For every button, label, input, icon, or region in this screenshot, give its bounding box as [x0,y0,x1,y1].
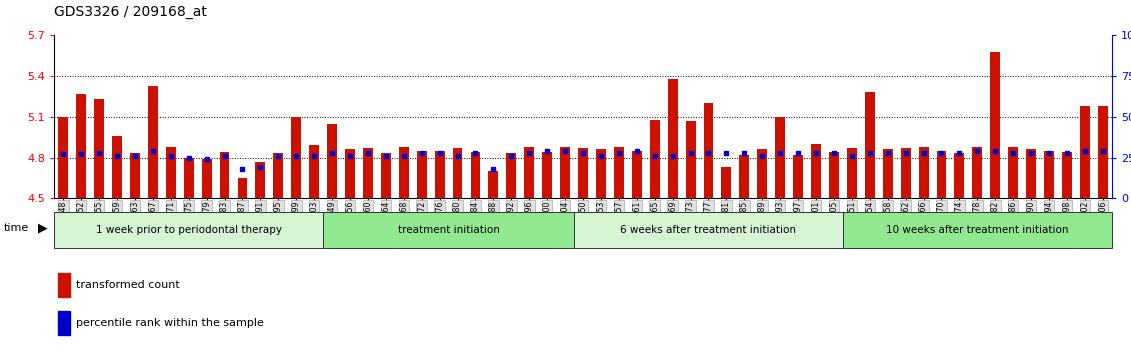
Bar [309,145,319,198]
Bar [292,117,301,198]
Bar [112,136,122,198]
Bar [274,154,283,198]
Bar [76,94,86,198]
Bar [1044,151,1054,198]
Bar [201,159,211,198]
Text: GDS3326 / 209168_at: GDS3326 / 209168_at [54,5,207,19]
Bar [59,117,68,198]
Bar [54,212,323,248]
Bar [1026,149,1036,198]
Bar [811,144,821,198]
Bar [94,99,104,198]
Text: 1 week prior to periodontal therapy: 1 week prior to periodontal therapy [96,225,282,235]
Bar [575,212,843,248]
Bar [973,147,983,198]
Bar [148,86,158,198]
Bar [345,149,355,198]
Bar [470,152,481,198]
Bar [991,52,1000,198]
Bar [323,212,575,248]
Bar [722,167,732,198]
Bar [578,148,588,198]
Bar [667,79,677,198]
Bar [166,147,175,198]
Bar [327,124,337,198]
Bar [918,147,929,198]
Bar [381,154,391,198]
Bar [883,149,892,198]
Bar [58,311,70,335]
Bar [758,149,767,198]
Text: transformed count: transformed count [76,280,180,290]
Bar [596,149,606,198]
Bar [703,103,714,198]
Bar [793,155,803,198]
Bar [614,147,624,198]
Bar [775,117,785,198]
Bar [507,154,516,198]
Bar [829,152,839,198]
Text: 10 weeks after treatment initiation: 10 weeks after treatment initiation [886,225,1069,235]
Text: 6 weeks after treatment initiation: 6 weeks after treatment initiation [621,225,796,235]
Bar [843,212,1112,248]
Bar [417,151,426,198]
Bar [183,158,193,198]
Bar [363,148,373,198]
Bar [650,120,659,198]
Bar [1062,152,1072,198]
Bar [1008,147,1018,198]
Bar [219,152,230,198]
Bar [900,148,910,198]
Bar [560,147,570,198]
Text: percentile rank within the sample: percentile rank within the sample [76,318,264,329]
Bar [58,273,70,297]
Text: time: time [3,223,28,233]
Bar [847,148,857,198]
Bar [632,151,641,198]
Bar [130,154,140,198]
Bar [256,162,266,198]
Bar [542,152,552,198]
Bar [865,92,874,198]
Bar [955,154,965,198]
Bar [434,151,444,198]
Bar [525,147,534,198]
Bar [1080,106,1090,198]
Bar [489,171,499,198]
Bar [452,148,463,198]
Bar [740,155,749,198]
Bar [1098,106,1107,198]
Bar [399,147,408,198]
Bar [238,178,248,198]
Bar [685,121,696,198]
Bar [936,151,947,198]
Text: treatment initiation: treatment initiation [398,225,500,235]
Text: ▶: ▶ [38,222,49,235]
